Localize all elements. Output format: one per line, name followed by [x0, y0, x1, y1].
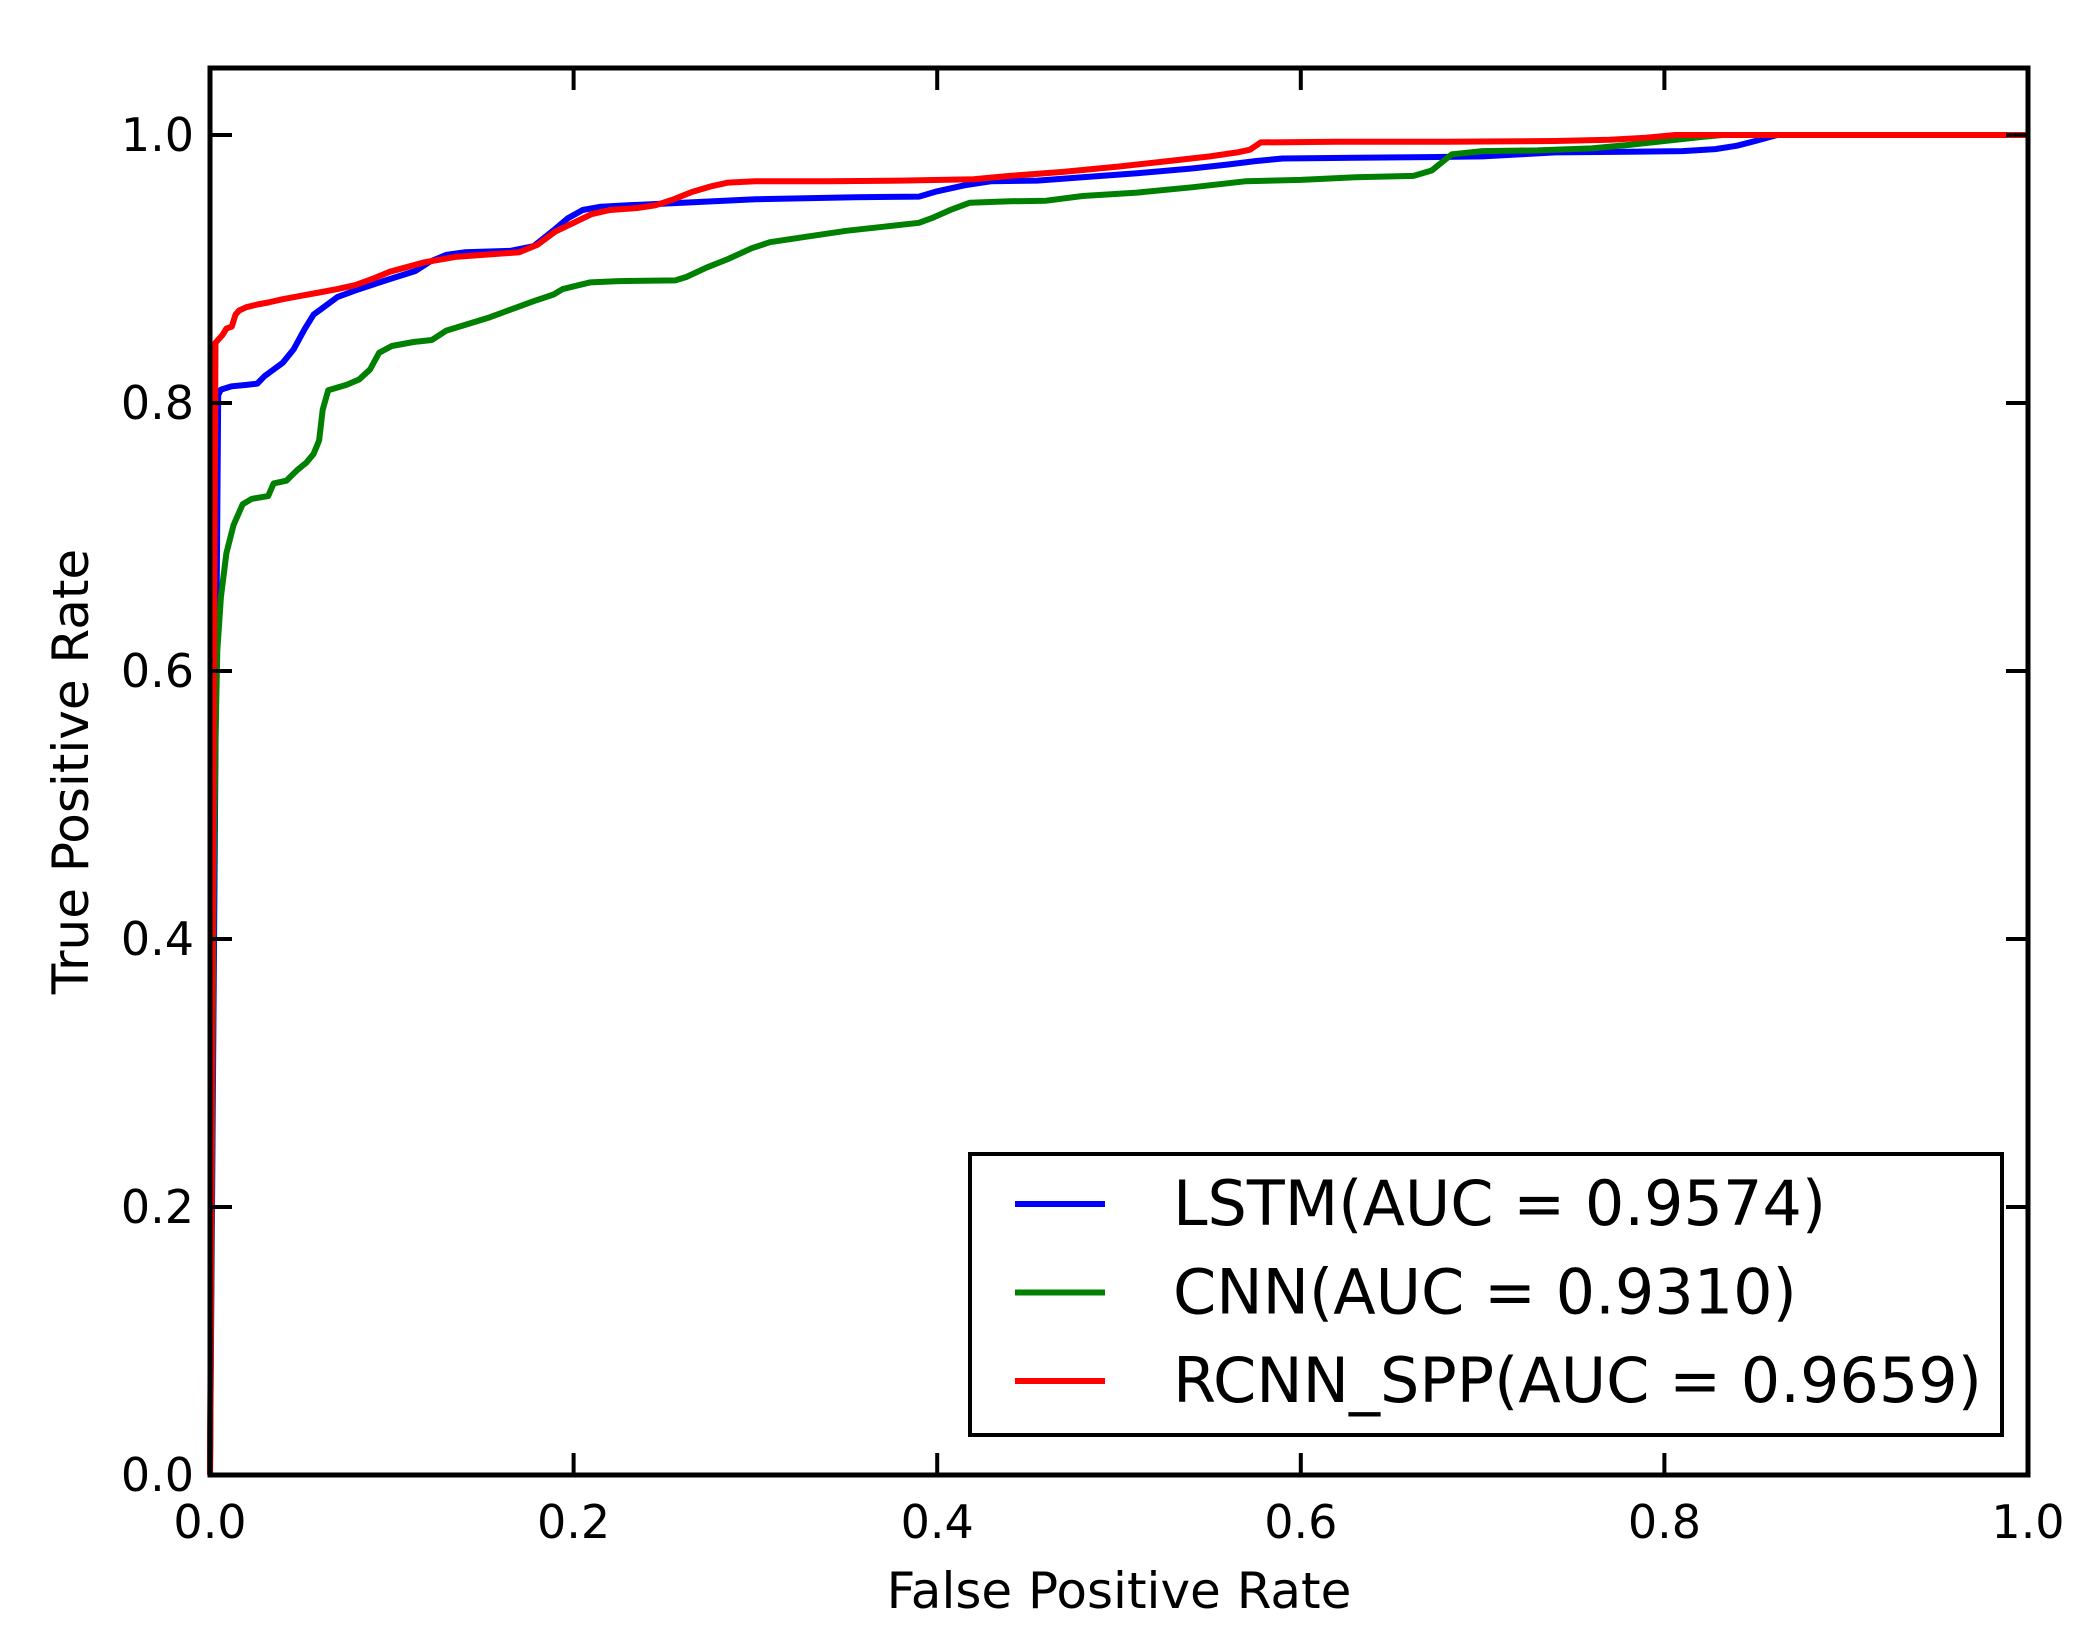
legend-label-cnn: CNN(AUC = 0.9310) [1173, 1256, 1797, 1329]
axes-frame [207, 65, 2031, 1478]
y-tick-label-0.2: 0.2 [121, 1180, 194, 1234]
y-tick-label-0.0: 0.0 [121, 1448, 194, 1502]
roc-curve-rcnn_spp [207, 132, 2028, 1476]
x-tick-label-0.6: 0.6 [1264, 1495, 1337, 1549]
y-tick-label-0.6: 0.6 [121, 644, 194, 698]
y-tick-label-0.8: 0.8 [121, 376, 194, 430]
legend-label-lstm: LSTM(AUC = 0.9574) [1173, 1167, 1826, 1240]
x-tick-label-0.4: 0.4 [901, 1495, 974, 1549]
y-tick-label-0.4: 0.4 [121, 912, 194, 966]
x-axis-label: False Positive Rate [887, 1562, 1352, 1620]
y-tick-label-1.0: 1.0 [121, 108, 194, 162]
x-tick-label-0.2: 0.2 [537, 1495, 610, 1549]
roc-curve-cnn [207, 132, 2028, 1476]
legend-label-rcnn_spp: RCNN_SPP(AUC = 0.9659) [1173, 1344, 1982, 1417]
x-tick-label-1.0: 1.0 [1991, 1495, 2064, 1549]
x-tick-label-0.8: 0.8 [1628, 1495, 1701, 1549]
legend-box [968, 1152, 2004, 1437]
x-tick-label-0.0: 0.0 [173, 1495, 246, 1549]
roc-curve-lstm [207, 132, 2028, 1476]
y-axis-label: True Positive Rate [42, 549, 100, 995]
